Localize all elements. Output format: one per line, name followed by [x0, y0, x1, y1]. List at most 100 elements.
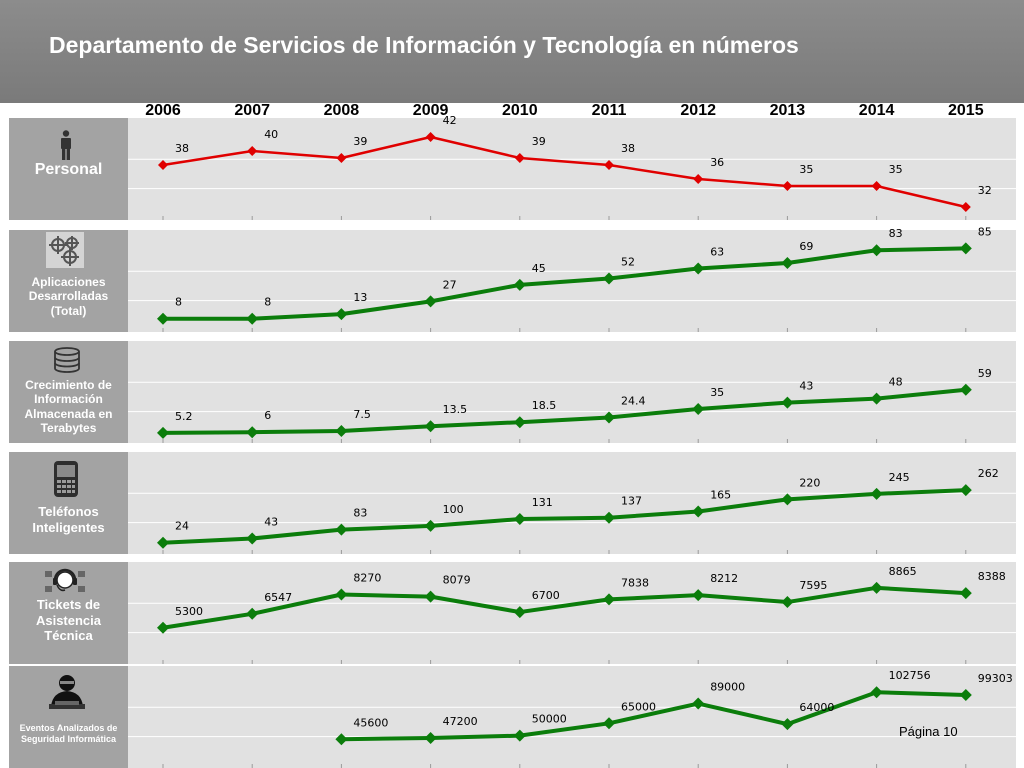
headset-icon: [45, 568, 85, 592]
data-label: 5300: [175, 605, 203, 618]
series-line: [162, 585, 966, 630]
data-label: 8079: [443, 574, 471, 587]
page-number: Página 10: [899, 724, 958, 739]
data-label: 27: [443, 278, 457, 291]
series-line: [162, 488, 966, 545]
data-label: 32: [978, 184, 992, 197]
data-point: [424, 519, 437, 532]
data-point: [870, 487, 883, 500]
person-icon: [61, 130, 71, 160]
data-label: 47200: [443, 715, 478, 728]
hacker-icon: [49, 675, 85, 709]
year-label: 2013: [769, 102, 806, 119]
data-label: 8270: [353, 571, 381, 584]
year-label: 2008: [323, 102, 360, 119]
data-point: [335, 733, 348, 746]
data-label: 100: [443, 503, 464, 516]
data-point: [158, 160, 168, 170]
plot-area: [128, 666, 1016, 768]
data-label: 13.5: [443, 403, 468, 416]
data-label: 63: [710, 245, 724, 258]
data-point: [335, 588, 348, 601]
data-point: [157, 312, 169, 325]
data-point: [603, 717, 615, 730]
chart-tickets: 5300 6547 8270 8079 6700 7838 8212 7595 8865 8388: [128, 565, 1016, 664]
series-line: [341, 690, 966, 742]
data-point: [781, 396, 794, 409]
data-point: [692, 403, 705, 415]
chart-seguridad: 45600 47200 50000 65000 89000 64000 102756 9930…: [128, 669, 1016, 768]
data-point: [603, 411, 615, 424]
label-box-personal: Personal: [9, 118, 128, 220]
data-label: 85: [978, 225, 992, 238]
data-point: [247, 146, 258, 156]
data-point: [693, 174, 704, 184]
data-point: [960, 202, 971, 212]
data-label: 24: [175, 520, 189, 533]
page-title: Departamento de Servicios de Información…: [49, 32, 799, 58]
data-label: 6700: [532, 589, 560, 602]
data-label: 5.2: [175, 410, 193, 423]
year-label: 2011: [591, 102, 627, 119]
label-aplicaciones: Aplicaciones Desarrolladas (Total): [28, 275, 109, 318]
data-point: [692, 697, 705, 710]
year-label: 2006: [145, 102, 181, 119]
data-point: [692, 589, 705, 602]
data-point: [424, 590, 437, 603]
data-point: [513, 416, 526, 429]
data-label: 43: [264, 515, 278, 528]
data-label: 6: [264, 409, 271, 422]
data-point: [246, 607, 259, 620]
data-point: [424, 420, 437, 433]
data-label: 7595: [799, 579, 827, 592]
data-point: [959, 242, 972, 255]
data-point: [424, 731, 437, 744]
chart-almacenamiento: 5.2 6 7.5 13.5 18.5 24.4 35 43 48 59: [128, 367, 1016, 443]
data-label: 48: [889, 376, 903, 389]
data-label: 50000: [532, 713, 567, 726]
data-point: [157, 426, 169, 439]
data-point: [335, 523, 348, 536]
data-point: [692, 505, 705, 518]
data-point: [513, 729, 526, 742]
data-point: [782, 181, 793, 191]
data-point: [781, 257, 794, 269]
data-label: 8865: [889, 565, 917, 578]
data-label: 8: [175, 296, 182, 309]
data-point: [336, 153, 347, 163]
data-point: [424, 295, 437, 308]
data-label: 131: [532, 496, 553, 509]
data-label: 39: [532, 135, 546, 148]
data-point: [246, 312, 259, 325]
data-point: [603, 272, 615, 285]
data-point: [513, 606, 526, 619]
panel-personal: Personal 38 40 39 42 39 38 36 35 35 32: [9, 114, 1016, 220]
data-label: 8212: [710, 572, 738, 585]
data-label: 6547: [264, 591, 292, 604]
data-point: [870, 581, 883, 594]
data-label: 39: [353, 135, 367, 148]
data-point: [246, 426, 259, 439]
data-point: [870, 392, 883, 405]
data-point: [514, 153, 525, 163]
label-box-seguridad: Eventos Analizados de Seguridad Informát…: [9, 666, 128, 768]
data-label: 7838: [621, 576, 649, 589]
label-box-aplicaciones: Aplicaciones Desarrolladas (Total): [9, 230, 128, 332]
data-point: [335, 425, 348, 437]
data-point: [870, 244, 883, 257]
data-label: 8: [264, 296, 271, 309]
data-point: [335, 308, 348, 321]
data-label: 45: [532, 262, 546, 275]
data-point: [781, 718, 794, 731]
panel-almacenamiento: Crecimiento de Información Almacenada en…: [9, 341, 1016, 443]
data-point: [959, 587, 972, 600]
data-label: 40: [264, 128, 278, 141]
data-label: 59: [978, 367, 992, 380]
data-point: [157, 536, 169, 549]
label-box-tickets: Tickets de Asistencia Técnica: [9, 562, 128, 664]
data-point: [604, 160, 614, 170]
data-label: 43: [799, 380, 813, 393]
label-seguridad: Eventos Analizados de Seguridad Informát…: [19, 723, 118, 744]
data-label: 45600: [353, 716, 388, 729]
label-personal: Personal: [34, 161, 103, 178]
